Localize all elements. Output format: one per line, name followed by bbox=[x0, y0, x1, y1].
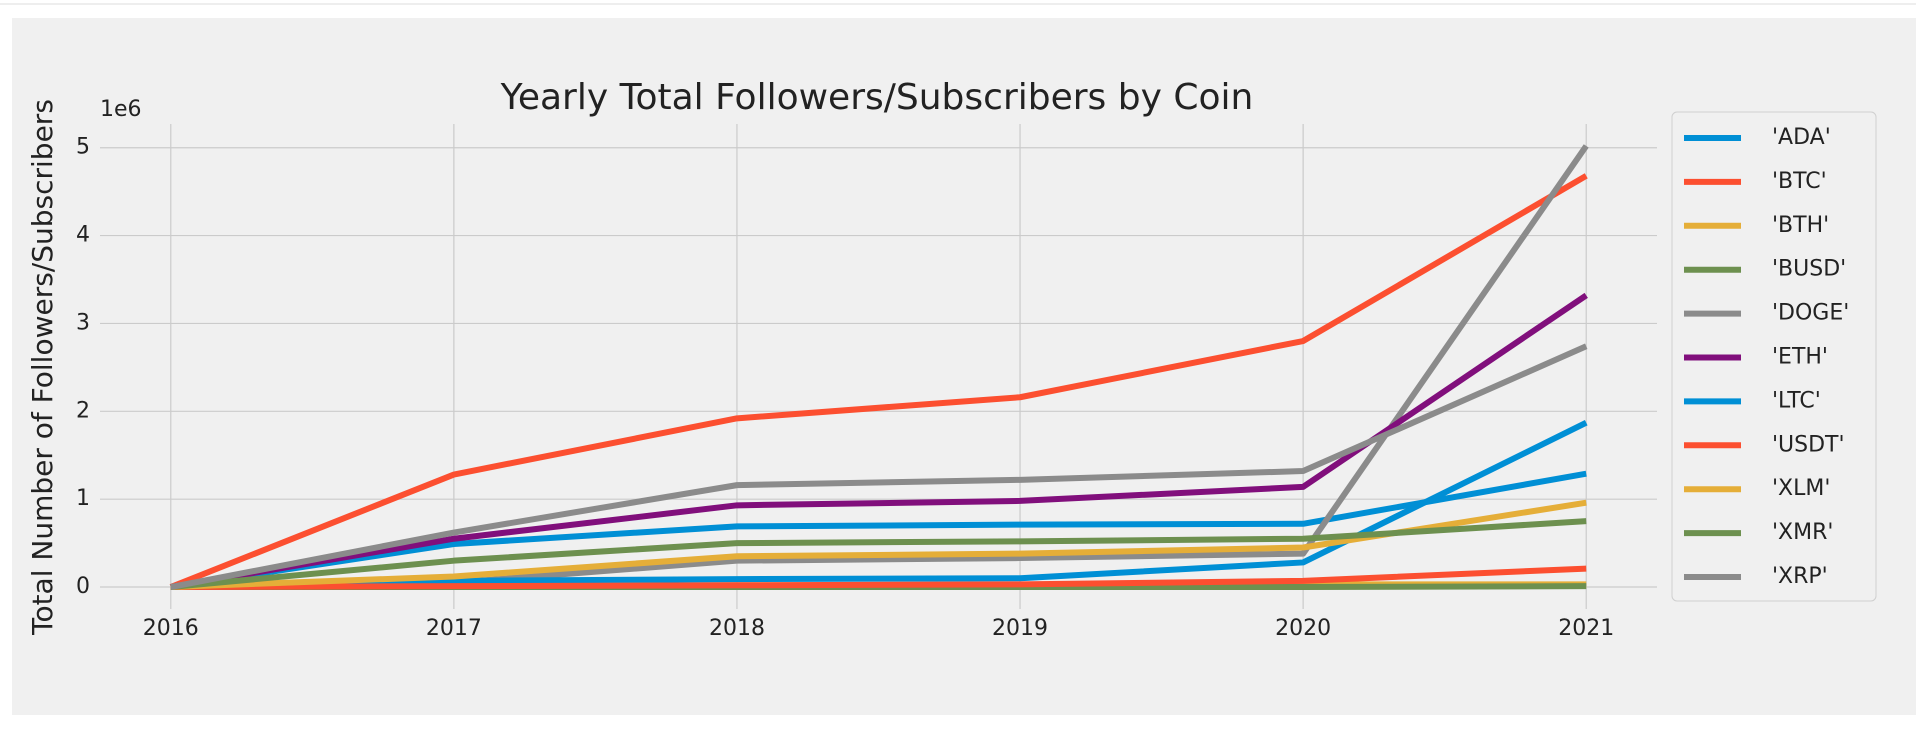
series-line bbox=[170, 292, 1588, 590]
legend-label: 'XLM' bbox=[1772, 476, 1830, 501]
y-tick-label: 2 bbox=[76, 398, 90, 423]
series-line bbox=[170, 499, 1587, 591]
legend-label: 'BTH' bbox=[1772, 213, 1829, 238]
series-line bbox=[170, 518, 1587, 591]
y-tick-label: 1 bbox=[76, 486, 90, 511]
legend-label: 'BTC' bbox=[1772, 169, 1827, 194]
y-tick-label: 0 bbox=[76, 574, 90, 599]
x-tick-label: 2021 bbox=[1558, 616, 1614, 641]
series-line bbox=[170, 565, 1587, 591]
legend-label: 'XRP' bbox=[1772, 564, 1828, 589]
y-tick-label: 3 bbox=[76, 310, 90, 335]
x-tick-label: 2017 bbox=[426, 616, 482, 641]
y-tick-label: 4 bbox=[76, 223, 90, 248]
y-tick-label: 5 bbox=[76, 135, 90, 160]
chart-title: Yearly Total Followers/Subscribers by Co… bbox=[500, 77, 1254, 118]
legend-label: 'DOGE' bbox=[1772, 301, 1849, 326]
series-line bbox=[170, 343, 1588, 590]
series-line bbox=[170, 470, 1587, 590]
x-tick-label: 2016 bbox=[143, 616, 199, 641]
legend-label: 'XMR' bbox=[1772, 520, 1833, 545]
figure-background bbox=[12, 18, 1916, 715]
legend-box bbox=[1671, 111, 1877, 602]
legend-label: 'ADA' bbox=[1772, 125, 1831, 150]
legend-label: 'BUSD' bbox=[1772, 257, 1846, 282]
x-tick-label: 2018 bbox=[709, 616, 765, 641]
legend-label: 'ETH' bbox=[1772, 345, 1828, 370]
y-offset-label: 1e6 bbox=[100, 97, 142, 122]
series-line bbox=[169, 173, 1588, 590]
y-axis-label: Total Number of Followers/Subscribers bbox=[26, 99, 59, 636]
x-tick-label: 2019 bbox=[992, 616, 1048, 641]
legend-label: 'USDT' bbox=[1772, 432, 1845, 457]
x-tick-label: 2020 bbox=[1275, 616, 1331, 641]
legend-label: 'LTC' bbox=[1772, 388, 1821, 413]
